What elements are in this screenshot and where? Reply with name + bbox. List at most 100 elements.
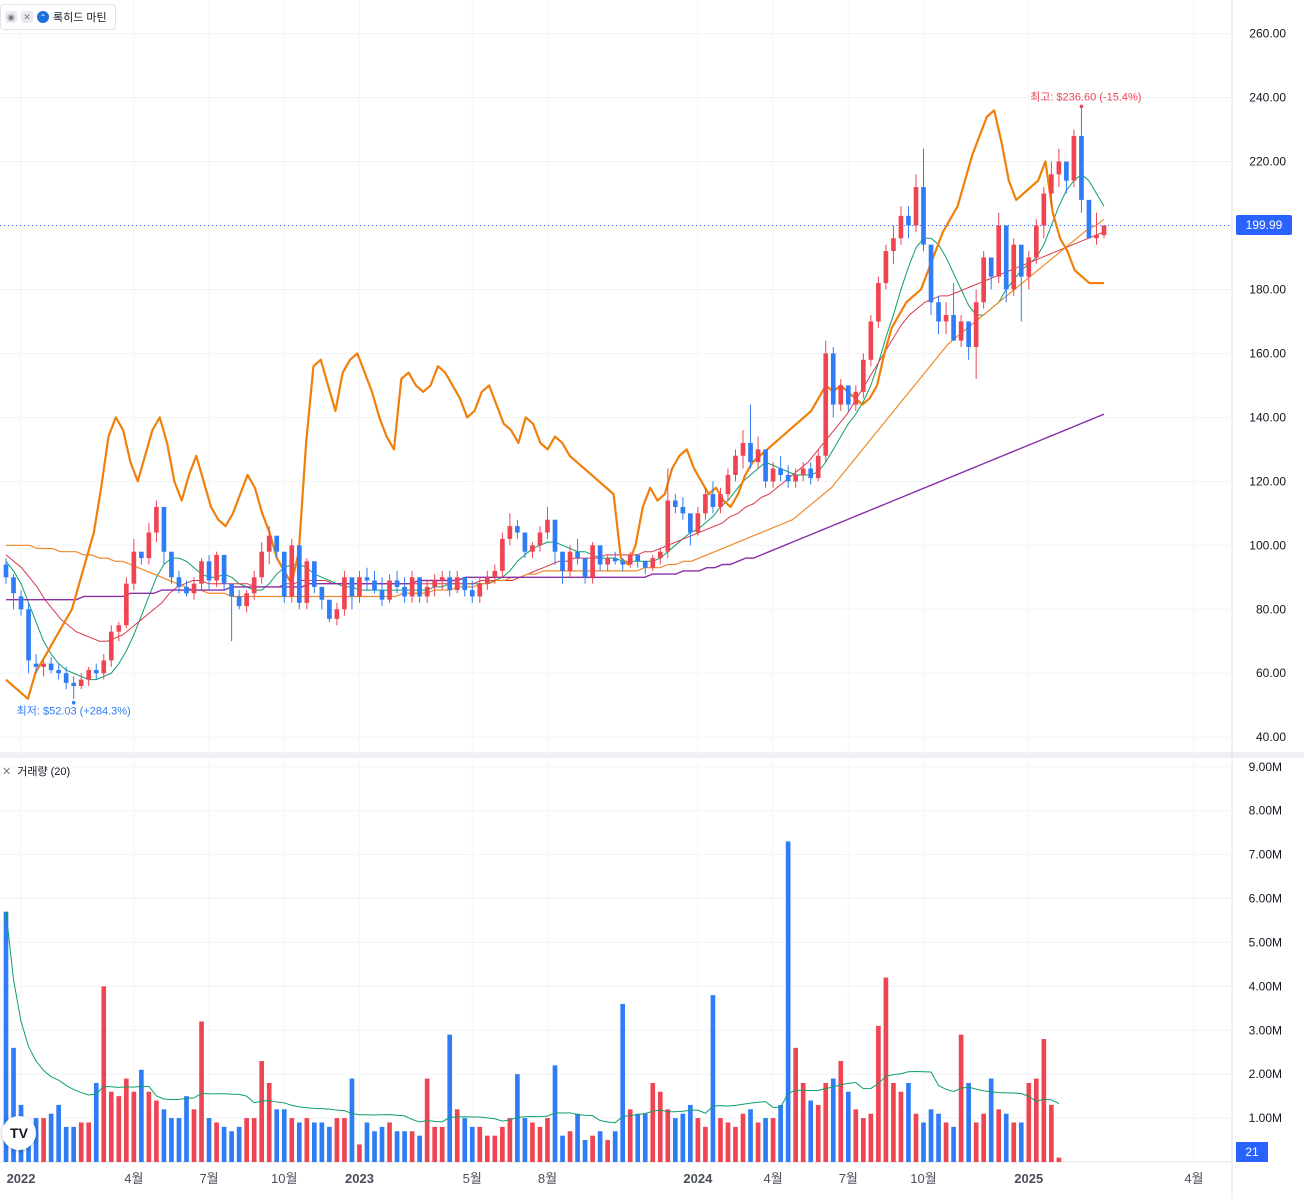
volume-bar (808, 1100, 814, 1162)
volume-bar (454, 1109, 460, 1162)
time-tick-label: 2022 (7, 1171, 36, 1186)
volume-bar (951, 1126, 956, 1162)
candle-body (695, 513, 701, 533)
candle-body (853, 391, 859, 405)
time-tick-label: 7월 (839, 1171, 858, 1186)
moving-averages (5, 109, 1105, 700)
candle-body (364, 577, 370, 581)
volume-bar (56, 1104, 61, 1162)
candle-body (71, 682, 77, 687)
candle-body (1033, 225, 1039, 258)
volume-bar (650, 1082, 656, 1162)
volume-bar (11, 1047, 16, 1162)
volume-bar (432, 1126, 438, 1162)
volume-bar (612, 1131, 618, 1162)
candle-body (274, 535, 280, 552)
candle-body (688, 513, 693, 533)
volume-bar (733, 1126, 738, 1162)
volume-tick-label: 8.00M (1249, 804, 1282, 818)
candle-body (432, 580, 438, 587)
volume-bar (274, 1109, 280, 1162)
volume-bar (236, 1126, 242, 1162)
time-tick-label: 2023 (345, 1171, 374, 1186)
candle-body (597, 545, 603, 565)
high-annotation: 최고: $236.60 (-15.4%) (1030, 90, 1141, 103)
volume-bar (1011, 1122, 1017, 1162)
volume-bar (139, 1069, 144, 1162)
eye-icon[interactable]: ◉ (5, 11, 17, 23)
price-tick-label: 100.00 (1249, 538, 1286, 552)
candle-body (988, 257, 994, 277)
candle-body (319, 586, 325, 600)
tradingview-logo-icon[interactable]: TV (2, 1116, 36, 1150)
candle-body (898, 215, 904, 239)
candle-body (800, 468, 806, 475)
price-tick-label: 220.00 (1249, 155, 1286, 169)
low-annotation: 최저: $52.03 (+284.3%) (17, 705, 131, 718)
volume-bar (763, 1118, 768, 1162)
candle-body (394, 580, 400, 587)
candle-body (236, 596, 242, 607)
volume-bar (63, 1126, 69, 1162)
volume-bar (3, 911, 9, 1162)
volume-bar (718, 1118, 723, 1162)
volume-bar (996, 1109, 1002, 1162)
volume-bar (665, 1109, 671, 1162)
series-line-compare (5, 109, 1104, 700)
volume-bar (214, 1122, 219, 1162)
volume-bar (372, 1131, 377, 1162)
volume-bar (41, 1118, 46, 1162)
candle-body (1026, 257, 1032, 277)
candle-body (78, 679, 84, 687)
close-icon[interactable]: ✕ (21, 11, 33, 23)
volume-bar (417, 1135, 422, 1162)
candle-body (169, 551, 174, 578)
candle-body (454, 577, 460, 591)
price-tick-label: 260.00 (1249, 27, 1286, 41)
candle-body (1056, 161, 1062, 175)
volume-bar (703, 1126, 708, 1162)
candle-body (545, 519, 550, 533)
volume-bar (402, 1131, 407, 1162)
candle-body (778, 468, 783, 475)
volume-bars (3, 841, 1062, 1162)
candle-body (176, 577, 182, 587)
candle-body (48, 663, 54, 671)
low-marker-dot (71, 700, 76, 705)
candle-body (1079, 135, 1084, 200)
candle-body (334, 609, 340, 619)
candle-body (372, 580, 377, 591)
candle-body (733, 455, 738, 475)
close-icon[interactable]: ✕ (2, 765, 12, 778)
candle-body (199, 561, 204, 584)
volume-bar (462, 1118, 468, 1162)
volume-bar (740, 1113, 746, 1162)
time-tick-label: 10월 (271, 1171, 297, 1186)
volume-bar (48, 1113, 54, 1162)
volume-bar (296, 1122, 302, 1162)
time-tick-label: 5월 (463, 1171, 482, 1186)
symbol-legend[interactable]: ◉ ✕ ⌃ 록히드 마틴 (0, 4, 116, 30)
volume-bar (815, 1104, 821, 1162)
candle-body (123, 583, 129, 626)
candles (3, 107, 1107, 699)
volume-bar (1026, 1082, 1032, 1162)
candle-body (161, 506, 167, 552)
volume-bar (123, 1078, 129, 1162)
candle-body (417, 577, 422, 597)
volume-bar (522, 1118, 528, 1162)
candle-body (943, 315, 949, 322)
volume-legend[interactable]: ✕ 거래량 (20) (2, 763, 70, 779)
candle-body (966, 321, 971, 348)
candle-body (1041, 193, 1047, 226)
candle-body (582, 558, 588, 578)
volume-bar (447, 1034, 453, 1162)
volume-bar (800, 1082, 806, 1162)
volume-legend-label: 거래량 (20) (17, 766, 71, 778)
volume-bar (861, 1118, 866, 1162)
volume-bar (830, 1078, 836, 1162)
volume-bar (266, 1082, 272, 1162)
price-tick-label: 80.00 (1256, 602, 1286, 616)
